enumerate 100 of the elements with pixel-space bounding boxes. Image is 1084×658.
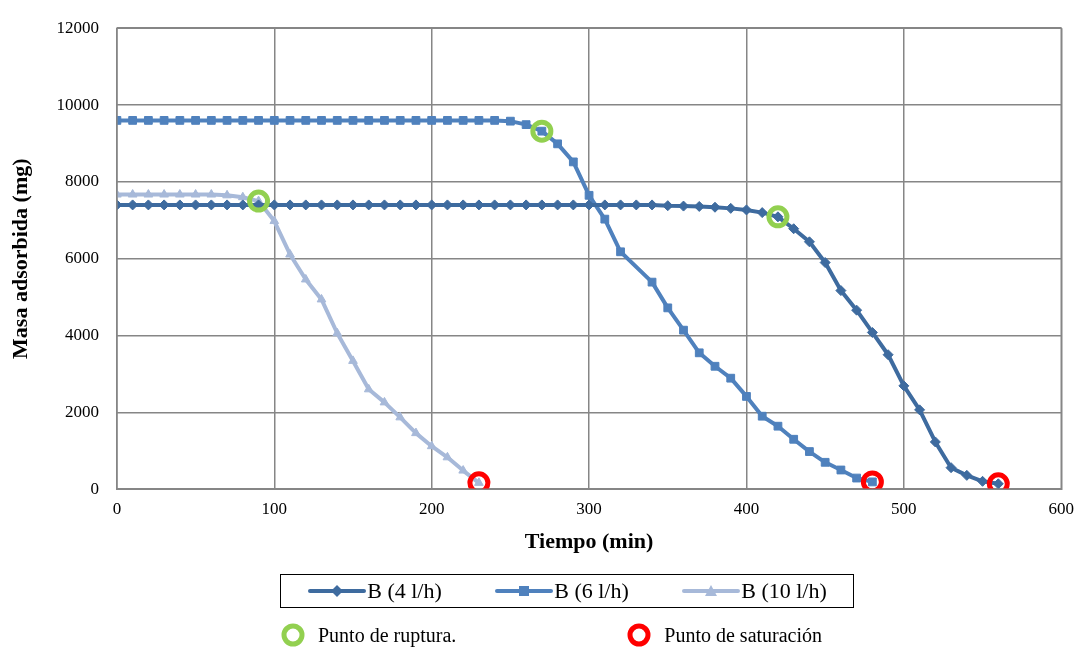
point [803,236,815,248]
point [929,436,941,448]
y-tick-label: 2000 [64,401,99,421]
point [426,440,437,450]
point [914,404,926,416]
point [726,373,736,383]
x-axis-title: Tiempo (min) [524,528,654,554]
point [395,116,405,125]
point [553,139,562,149]
point [206,116,216,125]
legend-label: Punto de saturación [664,623,823,647]
point [269,116,279,125]
point [427,116,437,125]
point [348,355,358,364]
point [616,247,625,257]
point [568,157,578,167]
point [380,116,389,125]
y-tick-label: 12000 [56,17,99,37]
point [143,189,154,198]
point [285,248,295,258]
x-tick-label: 0 [112,498,122,518]
point [285,116,295,125]
y-tick-label: 4000 [64,325,99,344]
point [756,207,768,219]
x-tick-label: 200 [418,498,445,518]
x-tick-label: 100 [261,498,288,518]
point [710,361,720,371]
point [442,451,453,461]
point [191,116,200,125]
point [458,116,468,125]
point [128,116,138,125]
point [647,277,657,287]
point [190,189,201,198]
y-axis-title: Masa adsorbida (mg) [6,158,32,359]
point [766,205,790,229]
point [443,116,452,125]
point [835,285,847,297]
point [332,116,342,125]
point [175,116,185,125]
x-tick-label: 600 [1048,498,1074,518]
point [317,116,326,125]
point [237,191,248,201]
point [521,120,531,130]
point [411,427,421,437]
point [600,214,610,224]
point [316,293,327,303]
point [364,116,374,125]
point [505,116,515,126]
point [679,325,688,335]
point [882,349,894,361]
point [222,189,232,199]
point [742,392,751,401]
x-tick-label: 400 [733,498,760,518]
point [663,303,673,313]
point [820,457,830,467]
point [379,396,390,406]
point [836,465,846,475]
point [866,326,878,338]
point [584,190,594,200]
point [458,465,468,474]
point [332,327,343,337]
point [757,411,767,421]
point [773,421,783,431]
point [238,116,248,125]
point [395,411,406,421]
point [789,434,799,444]
point [945,462,957,474]
point [247,189,271,213]
point [301,116,311,125]
point [127,189,138,198]
point [222,116,232,125]
y-tick-label: 10000 [56,94,99,114]
point [175,189,185,198]
x-tick-label: 300 [576,498,602,518]
point [348,116,358,125]
point [269,215,280,225]
point [143,116,153,125]
point [898,380,910,392]
point [206,189,217,198]
point [411,116,421,125]
x-tick-label: 500 [891,498,917,518]
point [694,348,704,358]
point [961,469,973,481]
point [788,223,800,235]
point [530,119,554,143]
point [474,116,484,125]
point [363,383,374,393]
point [300,273,311,283]
point [805,447,814,456]
point [819,257,831,269]
point [852,473,862,483]
point [851,304,863,316]
legend-label: B (4 l/h) [367,578,442,604]
point [490,116,500,125]
y-tick-label: 6000 [64,248,99,268]
y-tick-label: 0 [90,478,99,498]
y-tick-label: 8000 [64,171,99,191]
point [254,116,263,125]
legend-label: B (6 l/h) [554,578,629,604]
legend-label: B (10 l/h) [741,578,827,604]
